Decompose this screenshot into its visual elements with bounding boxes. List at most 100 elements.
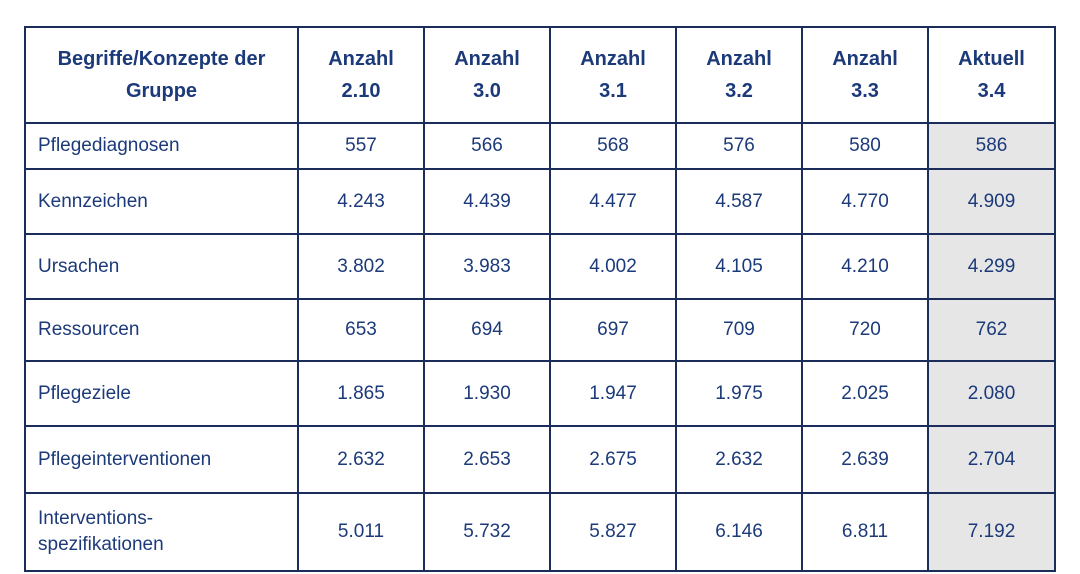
- row-label: Pflegeziele: [24, 360, 299, 427]
- cell-text: 709: [723, 319, 755, 340]
- cell-text: Ressourcen: [38, 319, 140, 340]
- cell-text: 4.210: [841, 255, 889, 277]
- cell-text: 1.947: [589, 382, 637, 404]
- cell-text: 1.865: [337, 382, 385, 404]
- cell: 2.639: [801, 425, 929, 494]
- cell: 1.865: [297, 360, 425, 427]
- cell-text: 4.243: [337, 190, 385, 212]
- cell-text: 4.299: [967, 255, 1016, 277]
- cell: 6.146: [675, 492, 803, 572]
- cell: 4.587: [675, 168, 803, 235]
- cell-text: 4.770: [841, 190, 889, 212]
- cell-text: Kennzeichen: [38, 190, 148, 212]
- cell-text: 2.025: [841, 382, 889, 404]
- cell-text: 4.002: [589, 255, 637, 277]
- cell: 694: [423, 298, 551, 362]
- cell-text: Pflegeziele: [38, 382, 131, 404]
- header-text: Anzahl 3.0: [454, 48, 520, 102]
- cell: 3.802: [297, 233, 425, 300]
- cell-text: 580: [849, 135, 881, 156]
- cell: 2.675: [549, 425, 677, 494]
- cell: 568: [549, 122, 677, 170]
- table-row: Kennzeichen 4.243 4.439 4.477 4.587 4.770 4.90…: [24, 168, 1056, 235]
- cell: 4.243: [297, 168, 425, 235]
- cell: 7.192: [927, 492, 1056, 572]
- header-text: Anzahl 2.10: [328, 48, 394, 102]
- cell-text: 762: [975, 319, 1008, 340]
- cell-text: 566: [471, 135, 503, 156]
- header-cell: Anzahl 3.2: [675, 26, 803, 124]
- row-label: Ursachen: [24, 233, 299, 300]
- cell: 653: [297, 298, 425, 362]
- cell-text: 3.802: [337, 255, 385, 277]
- cell-text: 2.675: [589, 448, 637, 470]
- cell: 586: [927, 122, 1056, 170]
- cell-text: 4.439: [463, 190, 511, 212]
- table-row: Ressourcen 653 694 697 709 720 762: [24, 298, 1056, 362]
- table-row: Ursachen 3.802 3.983 4.002 4.105 4.210 4.299: [24, 233, 1056, 300]
- row-label: Ressourcen: [24, 298, 299, 362]
- cell: 1.947: [549, 360, 677, 427]
- cell: 557: [297, 122, 425, 170]
- cell: 6.811: [801, 492, 929, 572]
- cell: 2.080: [927, 360, 1056, 427]
- table-row: Pflegeinterventionen 2.632 2.653 2.675 2.632…: [24, 425, 1056, 494]
- cell: 2.632: [297, 425, 425, 494]
- cell: 2.653: [423, 425, 551, 494]
- cell-text: 568: [597, 135, 629, 156]
- header-cell: Anzahl 3.3: [801, 26, 929, 124]
- table-row: Pflegeziele 1.865 1.930 1.947 1.975 2.025 2.08…: [24, 360, 1056, 427]
- cell: 4.909: [927, 168, 1056, 235]
- cell-text: 6.811: [841, 521, 889, 542]
- header-text: Aktuell 3.4: [958, 48, 1025, 102]
- cell: 5.827: [549, 492, 677, 572]
- header-cell: Anzahl 2.10: [297, 26, 425, 124]
- cell-text: 5.827: [589, 521, 637, 542]
- cell: 576: [675, 122, 803, 170]
- header-cell: Anzahl 3.1: [549, 26, 677, 124]
- cell-text: 5.011: [337, 521, 385, 542]
- cell-text: 557: [345, 135, 377, 156]
- table-row: Interventions-spezifikationen 5.011 5.732 5…: [24, 492, 1056, 572]
- cell: 5.011: [297, 492, 425, 572]
- cell: 709: [675, 298, 803, 362]
- cell: 697: [549, 298, 677, 362]
- cell: 4.770: [801, 168, 929, 235]
- cell-text: 6.146: [715, 521, 763, 542]
- cell: 4.439: [423, 168, 551, 235]
- header-cell: Begriffe/Konzepte der Gruppe: [24, 26, 299, 124]
- cell-text: Pflegeinterventionen: [38, 448, 212, 470]
- cell-text: 720: [849, 319, 881, 340]
- cell: 3.983: [423, 233, 551, 300]
- cell-text: 7.192: [967, 521, 1016, 542]
- cell-text: 2.632: [715, 448, 763, 470]
- row-label: Kennzeichen: [24, 168, 299, 235]
- cell: 2.704: [927, 425, 1056, 494]
- cell: 4.002: [549, 233, 677, 300]
- cell-text: 2.632: [337, 448, 385, 470]
- header-row: Begriffe/Konzepte der Gruppe Anzahl 2.10 A…: [24, 26, 1056, 124]
- cell: 2.632: [675, 425, 803, 494]
- cell-text: 5.732: [463, 521, 511, 542]
- cell: 4.299: [927, 233, 1056, 300]
- row-label: Interventions-spezifikationen: [24, 492, 299, 572]
- row-label: Pflegeinterventionen: [24, 425, 299, 494]
- cell-text: 1.975: [715, 382, 763, 404]
- header-text: Anzahl 3.3: [832, 48, 898, 102]
- header-text: Anzahl 3.1: [580, 48, 646, 102]
- cell-text: 4.909: [967, 190, 1016, 212]
- cell: 566: [423, 122, 551, 170]
- cell-text: Ursachen: [38, 255, 120, 277]
- cell-text: 653: [345, 319, 377, 340]
- cell: 1.930: [423, 360, 551, 427]
- cell-text: 576: [723, 135, 755, 156]
- table-row: Pflegediagnosen 557 566 568 576 580 586: [24, 122, 1056, 170]
- header-text: Begriffe/Konzepte der Gruppe: [57, 48, 266, 102]
- cell-text: 4.105: [715, 255, 763, 277]
- cell: 762: [927, 298, 1056, 362]
- cell: 580: [801, 122, 929, 170]
- data-table: Begriffe/Konzepte der Gruppe Anzahl 2.10 A…: [24, 26, 1056, 572]
- cell-text: 1.930: [463, 382, 511, 404]
- cell-text: 4.587: [715, 190, 763, 212]
